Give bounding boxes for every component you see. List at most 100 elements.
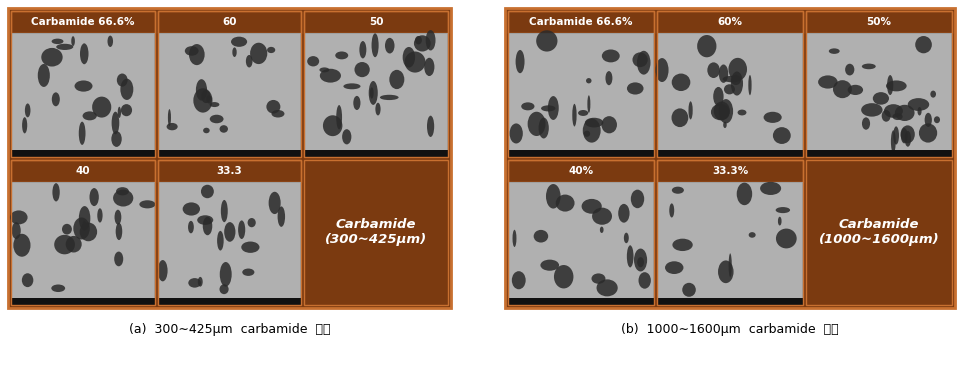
Ellipse shape	[516, 50, 524, 73]
Ellipse shape	[724, 84, 735, 94]
Ellipse shape	[194, 88, 212, 113]
Bar	[8, 8, 451, 308]
Ellipse shape	[862, 63, 875, 69]
Ellipse shape	[719, 65, 728, 83]
Ellipse shape	[541, 260, 559, 271]
Ellipse shape	[587, 95, 590, 113]
Ellipse shape	[115, 210, 121, 225]
Ellipse shape	[79, 122, 86, 145]
Ellipse shape	[320, 69, 341, 83]
Ellipse shape	[731, 72, 743, 96]
Bar	[158, 159, 302, 305]
Ellipse shape	[665, 261, 683, 274]
Text: 40%: 40%	[569, 166, 594, 176]
Ellipse shape	[111, 131, 121, 147]
Ellipse shape	[54, 235, 75, 254]
Ellipse shape	[272, 110, 284, 117]
Ellipse shape	[117, 73, 127, 87]
Ellipse shape	[510, 123, 522, 144]
Bar	[806, 149, 952, 156]
Ellipse shape	[13, 234, 31, 257]
Bar	[657, 11, 803, 33]
Ellipse shape	[185, 46, 199, 56]
Text: (a)  300∼425μm  carbamide  적용: (a) 300∼425μm carbamide 적용	[129, 324, 331, 337]
Ellipse shape	[335, 51, 348, 59]
Ellipse shape	[73, 217, 90, 239]
Ellipse shape	[895, 105, 915, 121]
Ellipse shape	[683, 283, 696, 297]
Bar	[508, 298, 654, 305]
Bar	[657, 149, 803, 156]
Ellipse shape	[112, 112, 120, 134]
Ellipse shape	[723, 122, 727, 128]
Bar	[158, 159, 302, 182]
Ellipse shape	[209, 102, 220, 107]
Ellipse shape	[93, 97, 111, 118]
Ellipse shape	[266, 100, 281, 114]
Ellipse shape	[512, 271, 525, 289]
Ellipse shape	[22, 273, 34, 287]
Bar	[806, 33, 952, 156]
Ellipse shape	[246, 55, 253, 68]
Ellipse shape	[353, 96, 361, 110]
Ellipse shape	[343, 83, 361, 89]
Ellipse shape	[83, 111, 96, 120]
Ellipse shape	[196, 79, 207, 101]
Ellipse shape	[414, 35, 431, 52]
Ellipse shape	[370, 87, 374, 99]
Ellipse shape	[578, 110, 588, 116]
Ellipse shape	[238, 220, 245, 239]
Ellipse shape	[118, 107, 121, 118]
Ellipse shape	[776, 207, 790, 213]
Ellipse shape	[697, 35, 716, 57]
Bar	[12, 183, 153, 298]
Ellipse shape	[210, 115, 224, 123]
Ellipse shape	[602, 49, 620, 62]
Ellipse shape	[861, 103, 883, 117]
Ellipse shape	[731, 75, 741, 85]
Ellipse shape	[749, 232, 756, 238]
Ellipse shape	[140, 200, 155, 208]
Ellipse shape	[415, 36, 422, 44]
Ellipse shape	[56, 44, 73, 50]
Ellipse shape	[592, 208, 612, 225]
Ellipse shape	[930, 91, 936, 98]
Ellipse shape	[555, 194, 575, 211]
Ellipse shape	[83, 221, 86, 228]
Ellipse shape	[632, 52, 648, 67]
Ellipse shape	[380, 95, 398, 100]
Ellipse shape	[269, 192, 281, 214]
Ellipse shape	[198, 215, 213, 225]
Ellipse shape	[583, 118, 601, 143]
Bar	[657, 159, 803, 182]
Ellipse shape	[637, 257, 644, 267]
Ellipse shape	[10, 210, 28, 224]
Bar	[11, 11, 154, 33]
Ellipse shape	[585, 118, 603, 127]
Ellipse shape	[221, 200, 228, 222]
Ellipse shape	[882, 110, 891, 122]
Ellipse shape	[12, 222, 21, 239]
Text: (b)  1000∼1600μm  carbamide  적용: (b) 1000∼1600μm carbamide 적용	[621, 324, 839, 337]
Ellipse shape	[201, 185, 214, 198]
Ellipse shape	[934, 116, 940, 123]
Ellipse shape	[723, 76, 741, 82]
Bar	[158, 149, 302, 156]
Ellipse shape	[904, 131, 911, 147]
Ellipse shape	[719, 99, 733, 124]
Ellipse shape	[80, 223, 97, 241]
Ellipse shape	[167, 123, 177, 130]
Ellipse shape	[618, 204, 629, 223]
Bar	[11, 11, 154, 156]
Ellipse shape	[527, 112, 546, 136]
Bar	[11, 298, 154, 305]
Bar	[658, 34, 802, 149]
Ellipse shape	[52, 39, 64, 44]
Ellipse shape	[231, 37, 247, 47]
Ellipse shape	[541, 106, 555, 111]
Ellipse shape	[833, 80, 852, 98]
Ellipse shape	[79, 206, 91, 231]
Text: 50: 50	[369, 17, 384, 27]
Ellipse shape	[708, 62, 720, 78]
Ellipse shape	[225, 222, 235, 242]
